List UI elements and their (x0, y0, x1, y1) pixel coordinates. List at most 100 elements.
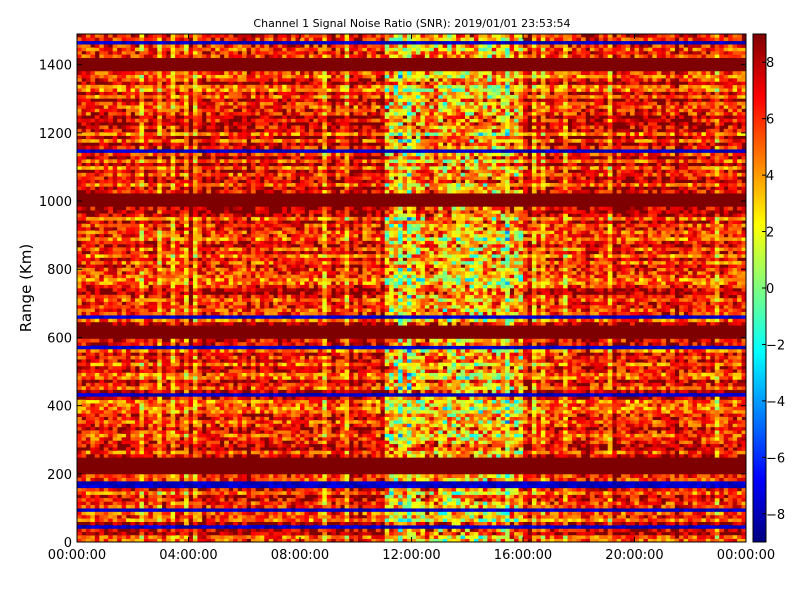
heatmap-cell (130, 450, 136, 455)
heatmap-cell (210, 521, 216, 526)
heatmap-cell (438, 453, 444, 458)
heatmap-cell (90, 413, 96, 417)
heatmap-cell (594, 481, 600, 485)
heatmap-cell (242, 508, 247, 512)
heatmap-cell (442, 437, 448, 441)
heatmap-cell (527, 504, 533, 509)
heatmap-cell (161, 450, 167, 455)
heatmap-cell (415, 413, 421, 417)
heatmap-cell (103, 443, 109, 448)
heatmap-cell (447, 423, 452, 428)
heatmap-cell (652, 430, 658, 434)
heatmap-cell (683, 409, 689, 414)
heatmap-cell (514, 430, 519, 434)
heatmap-cell (692, 423, 698, 428)
heatmap-cell (598, 406, 604, 411)
heatmap-cell (719, 450, 724, 455)
heatmap-cell (121, 413, 127, 417)
heatmap-cell (598, 521, 604, 526)
heatmap-cell (737, 433, 742, 438)
heatmap-cell (166, 440, 171, 445)
heatmap-cell (90, 474, 96, 478)
heatmap-cell (420, 403, 426, 407)
heatmap-cell (291, 518, 296, 522)
heatmap-cell (638, 481, 644, 485)
heatmap-cell (366, 447, 372, 451)
heatmap-cell (161, 521, 167, 526)
heatmap-cell (585, 406, 591, 411)
heatmap-cell (661, 511, 667, 516)
heatmap-cell (85, 403, 91, 407)
heatmap-cell (398, 433, 403, 438)
heatmap-cell (134, 511, 140, 516)
heatmap-cell (188, 437, 194, 441)
heatmap-cell (705, 399, 711, 404)
heatmap-cell (500, 487, 506, 492)
heatmap-cell (197, 531, 203, 536)
heatmap-cell (728, 447, 733, 451)
heatmap-cell (300, 403, 305, 407)
heatmap-cell (621, 420, 626, 424)
heatmap-cell (90, 508, 96, 512)
heatmap-cell (737, 511, 742, 516)
heatmap-cell (215, 420, 221, 424)
heatmap-cell (322, 443, 328, 448)
heatmap-cell (344, 477, 350, 482)
heatmap-cell (429, 443, 435, 448)
heatmap-cell (201, 531, 207, 536)
heatmap-cell (411, 518, 417, 522)
heatmap-cell (81, 423, 87, 428)
heatmap-cell (201, 535, 207, 539)
heatmap-cell (616, 497, 622, 502)
heatmap-cell (594, 525, 600, 529)
heatmap-cell (380, 504, 386, 509)
heatmap-cell (634, 494, 640, 499)
heatmap-cell (420, 423, 426, 428)
heatmap-cell (148, 426, 154, 431)
heatmap-cell (643, 477, 649, 482)
heatmap-cell (143, 430, 149, 434)
heatmap-cell (353, 450, 359, 455)
heatmap-cell (469, 518, 475, 522)
heatmap-cell (184, 437, 189, 441)
heatmap-cell (340, 433, 345, 438)
heatmap-cell (647, 399, 653, 404)
heatmap-cell (295, 521, 301, 526)
heatmap-cell (523, 511, 528, 516)
heatmap-cell (643, 437, 649, 441)
heatmap-cell (616, 409, 622, 414)
heatmap-cell (94, 494, 100, 499)
heatmap-cell (603, 416, 609, 421)
heatmap-cell (184, 447, 189, 451)
heatmap-cell (701, 440, 707, 445)
heatmap-cell (291, 531, 296, 536)
heatmap-cell (308, 484, 314, 489)
heatmap-cell (331, 474, 336, 478)
heatmap-cell (291, 437, 296, 441)
heatmap-cell (326, 535, 332, 539)
heatmap-cell (157, 396, 163, 401)
heatmap-cell (242, 497, 247, 502)
heatmap-cell (456, 538, 461, 543)
heatmap-cell (206, 437, 212, 441)
heatmap-cell (567, 420, 573, 424)
heatmap-cell (215, 514, 221, 519)
heatmap-cell (447, 399, 452, 404)
heatmap-cell (661, 504, 667, 509)
heatmap-cell (598, 508, 604, 512)
heatmap-cell (683, 450, 689, 455)
heatmap-cell (531, 481, 537, 485)
heatmap-cell (233, 399, 238, 404)
heatmap-cell (81, 409, 87, 414)
heatmap-cell (607, 406, 613, 411)
heatmap-cell (121, 518, 127, 522)
heatmap-cell (719, 514, 724, 519)
heatmap-cell (737, 477, 742, 482)
heatmap-cell (215, 447, 221, 451)
heatmap-cell (264, 453, 270, 458)
heatmap-cell (77, 497, 82, 502)
heatmap-cell (732, 514, 738, 519)
heatmap-cell (273, 501, 278, 506)
heatmap-cell (398, 484, 403, 489)
heatmap-cell (621, 413, 626, 417)
